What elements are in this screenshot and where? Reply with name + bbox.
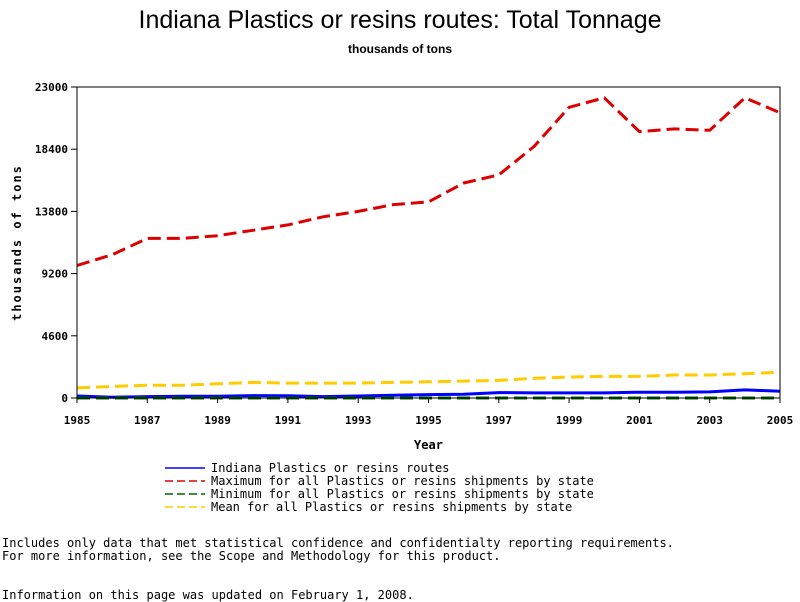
y-axis-title: thousands of tons (10, 164, 24, 321)
x-tick-label: 1997 (486, 414, 513, 427)
legend-swatch-minimum (165, 492, 205, 495)
legend-swatch-indiana (165, 466, 205, 469)
y-tick-label: 23000 (35, 81, 68, 94)
chart-title: Indiana Plastics or resins routes: Total… (138, 6, 662, 34)
legend-item: Maximum for all Plastics or resins shipm… (165, 473, 594, 488)
axis-ticks: 1985 1987 1989 1991 1993 1995 1997 1999 2001 2003… (35, 81, 793, 427)
x-tick-label: 2003 (696, 414, 723, 427)
x-tick-label: 2001 (626, 414, 653, 427)
x-tick-label: 1999 (556, 414, 583, 427)
series-line-0 (76, 388, 781, 399)
legend-item: Minimum for all Plastics or resins shipm… (165, 486, 594, 501)
legend: Indiana Plastics or resins routes Maximu… (165, 460, 594, 514)
y-tick-label: 13800 (35, 205, 68, 218)
x-tick-label: 1993 (345, 414, 372, 427)
series-line-1 (76, 96, 781, 267)
legend-swatch-mean (165, 505, 205, 508)
y-tick-label: 9200 (42, 268, 69, 281)
legend-label: Maximum for all Plastics or resins shipm… (211, 473, 594, 488)
y-tick-label: 0 (61, 392, 68, 405)
footnote-methodology: For more information, see the Scope and … (2, 549, 501, 563)
x-tick-label: 1987 (134, 414, 161, 427)
legend-item: Indiana Plastics or resins routes (165, 460, 594, 475)
x-tick-label: 1995 (415, 414, 442, 427)
legend-swatch-maximum (165, 479, 205, 482)
x-tick-label: 1985 (64, 414, 91, 427)
plot-area-frame (76, 86, 781, 399)
footnote-confidentiality: Includes only data that met statistical … (2, 536, 674, 550)
chart-subtitle: thousands of tons (348, 42, 452, 56)
line-chart: 1985 1987 1989 1991 1993 1995 1997 1999 2001 2003… (10, 81, 793, 452)
series-layer (76, 96, 781, 400)
x-tick-label: 1989 (204, 414, 231, 427)
series-line-3 (76, 370, 781, 390)
x-tick-label: 1991 (275, 414, 302, 427)
x-tick-label: 2005 (767, 414, 794, 427)
legend-label: Mean for all Plastics or resins shipment… (211, 499, 573, 514)
legend-label: Indiana Plastics or resins routes (211, 460, 450, 475)
y-tick-label: 18400 (35, 143, 68, 156)
x-axis-title: Year (414, 438, 443, 452)
legend-item: Mean for all Plastics or resins shipment… (165, 499, 594, 514)
y-tick-label: 4600 (42, 330, 69, 343)
legend-label: Minimum for all Plastics or resins shipm… (211, 486, 594, 501)
footnote-updated: Information on this page was updated on … (2, 588, 414, 602)
